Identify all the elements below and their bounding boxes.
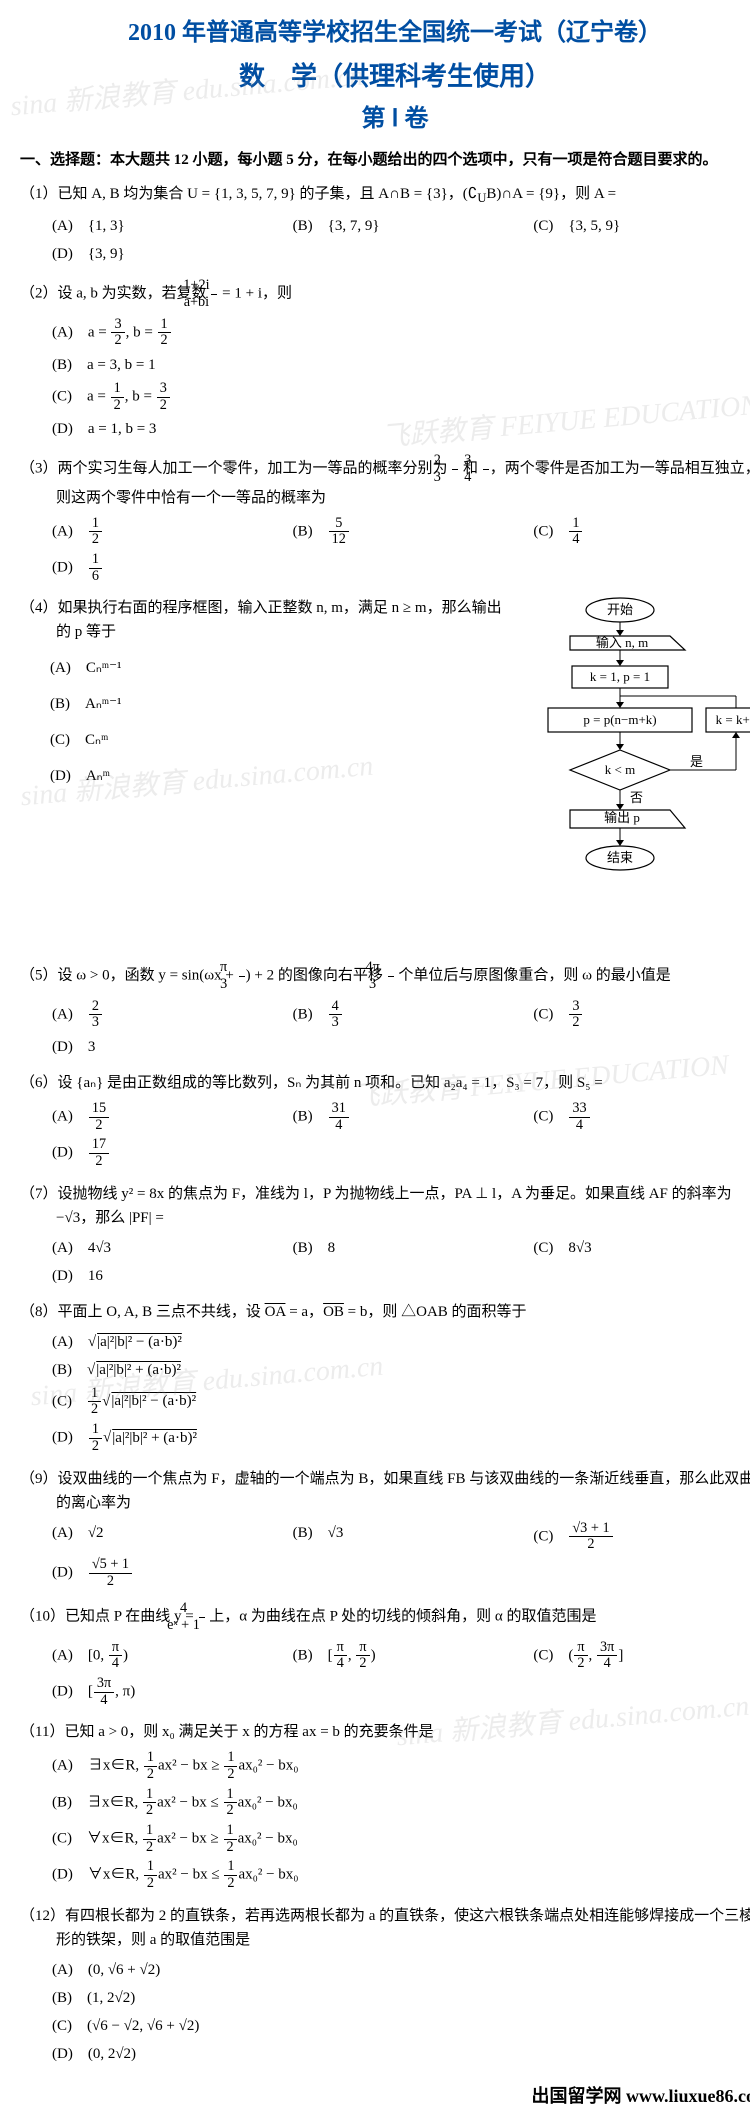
q12-opt-c: (C) (√6 − √2, √6 + √2) [48,2012,750,2040]
q3-opt-c: (C) 14 [529,514,750,550]
q10-opt-d: (D) [3π4, π) [48,1674,750,1710]
svg-text:开始: 开始 [607,602,633,617]
svg-text:是: 是 [690,754,703,769]
question-9: （9）设双曲线的一个焦点为 F，虚轴的一个端点为 B，如果直线 FB 与该双曲线… [20,1467,750,1592]
q1-opt-c: (C) {3, 5, 9} [529,212,750,240]
question-1: （1）已知 A, B 均为集合 U = {1, 3, 5, 7, 9} 的子集，… [20,182,750,268]
question-7: （7）设抛物线 y² = 8x 的焦点为 F，准线为 l，P 为抛物线上一点，P… [20,1182,750,1290]
exam-title-part: 第 Ⅰ 卷 [20,100,750,138]
q7-opt-c: (C) 8√3 [529,1234,750,1262]
question-5: （5）设 ω > 0，函数 y = sin(ωx + π3) + 2 的图像向右… [20,960,750,1061]
svg-text:输出 p: 输出 p [604,810,640,825]
q5-opt-a: (A) 23 [48,997,289,1033]
q2-stem: （2）设 a, b 为实数，若复数 1+2ia+bi = 1 + i，则 [20,278,750,310]
q12-opt-d: (D) (0, 2√2) [48,2040,750,2068]
q10-opt-b: (B) [π4, π2) [289,1638,530,1674]
q9-stem: （9）设双曲线的一个焦点为 F，虚轴的一个端点为 B，如果直线 FB 与该双曲线… [20,1467,750,1515]
q3-opt-a: (A) 12 [48,514,289,550]
q3-stem: （3）两个实习生每人加工一个零件，加工为一等品的概率分别为 23 和 34，两个… [20,453,750,509]
question-12: （12）有四根长都为 2 的直铁条，若再选两根长都为 a 的直铁条，使这六根铁条… [20,1904,750,2068]
q10-opt-c: (C) (π2, 3π4] [529,1638,750,1674]
q6-opt-d: (D) 172 [48,1135,750,1171]
question-3: （3）两个实习生每人加工一个零件，加工为一等品的概率分别为 23 和 34，两个… [20,453,750,586]
question-11: （11）已知 a > 0，则 x₀ 满足关于 x 的方程 ax = b 的充要条… [20,1720,750,1893]
q9-opt-a: (A) √2 [48,1519,289,1555]
q11-opt-b: (B) ∃x∈R, 12ax² − bx ≤ 12ax₀² − bx₀ [48,1785,750,1821]
q6-stem: （6）设 {aₙ} 是由正数组成的等比数列，Sₙ 为其前 n 项和。已知 a₂a… [20,1071,750,1095]
q1-stem: （1）已知 A, B 均为集合 U = {1, 3, 5, 7, 9} 的子集，… [20,182,750,208]
q7-opt-b: (B) 8 [289,1234,530,1262]
q8-opt-c: (C) 12√|a|²|b|² − (a·b)² [48,1384,750,1420]
flowchart: 开始 输入 n, m k = 1, p = 1 p = p(n−m+k) k =… [510,596,750,944]
q10-stem: （10）已知点 P 在曲线 y = 4eˣ + 1 上，α 为曲线在点 P 处的… [20,1601,750,1633]
q8-stem: （8）平面上 O, A, B 三点不共线，设 OA = a，OB = b，则 △… [20,1300,750,1324]
q2-opt-b: (B) a = 3, b = 1 [48,351,750,379]
q1-stem-a: （1）已知 A, B 均为集合 U = {1, 3, 5, 7, 9} 的子集，… [20,186,477,202]
q5-stem: （5）设 ω > 0，函数 y = sin(ωx + π3) + 2 的图像向右… [20,960,750,992]
q5-opt-d: (D) 3 [48,1033,750,1061]
question-10: （10）已知点 P 在曲线 y = 4eˣ + 1 上，α 为曲线在点 P 处的… [20,1601,750,1710]
exam-title-line2: 数 学（供理科考生使用） [20,56,750,98]
exam-title-line1: 2010 年普通高等学校招生全国统一考试（辽宁卷） [20,14,750,52]
svg-text:p = p(n−m+k): p = p(n−m+k) [583,712,656,727]
q12-opt-b: (B) (1, 2√2) [48,1984,750,2012]
q3-opt-d: (D) 16 [48,550,750,586]
q11-opt-a: (A) ∃x∈R, 12ax² − bx ≥ 12ax₀² − bx₀ [48,1748,750,1784]
q8-opt-b: (B) √|a|²|b|² + (a·b)² [48,1356,750,1384]
question-2: （2）设 a, b 为实数，若复数 1+2ia+bi = 1 + i，则 (A)… [20,278,750,443]
q5-opt-c: (C) 32 [529,997,750,1033]
q8-opt-a: (A) √|a|²|b|² − (a·b)² [48,1328,750,1356]
svg-text:结束: 结束 [607,850,633,865]
q12-stem: （12）有四根长都为 2 的直铁条，若再选两根长都为 a 的直铁条，使这六根铁条… [20,1904,750,1952]
q7-opt-d: (D) 16 [48,1262,750,1290]
q8-opt-d: (D) 12√|a|²|b|² + (a·b)² [48,1420,750,1456]
q1-stem-b: B)∩A = {9}，则 A = [486,186,616,202]
q2-opt-c: (C) a = 12, b = 32 [48,379,750,415]
svg-text:k < m: k < m [605,762,635,777]
q6-opt-b: (B) 314 [289,1099,530,1135]
question-4: 开始 输入 n, m k = 1, p = 1 p = p(n−m+k) k =… [20,596,750,950]
q6-opt-c: (C) 334 [529,1099,750,1135]
q1-opt-b: (B) {3, 7, 9} [289,212,530,240]
q2-fraction: 1+2ia+bi [211,278,217,310]
question-8: （8）平面上 O, A, B 三点不共线，设 OA = a，OB = b，则 △… [20,1300,750,1457]
q1-opt-d: (D) {3, 9} [48,240,750,268]
q2-stem-b: = 1 + i，则 [222,286,292,302]
q11-stem: （11）已知 a > 0，则 x₀ 满足关于 x 的方程 ax = b 的充要条… [20,1720,750,1744]
q11-opt-c: (C) ∀x∈R, 12ax² − bx ≥ 12ax₀² − bx₀ [48,1821,750,1857]
q6-opt-a: (A) 152 [48,1099,289,1135]
q7-stem: （7）设抛物线 y² = 8x 的焦点为 F，准线为 l，P 为抛物线上一点，P… [20,1182,750,1230]
q9-opt-c: (C) √3 + 12 [529,1519,750,1555]
q2-opt-a: (A) a = 32, b = 12 [48,315,750,351]
q2-opt-d: (D) a = 1, b = 3 [48,415,750,443]
q1-opt-a: (A) {1, 3} [48,212,289,240]
q9-opt-b: (B) √3 [289,1519,530,1555]
q9-opt-d: (D) √5 + 12 [48,1555,750,1591]
footer-source: 出国留学网 www.liuxue86.com [20,2082,750,2111]
svg-text:k = 1, p = 1: k = 1, p = 1 [590,669,650,684]
q11-opt-d: (D) ∀x∈R, 12ax² − bx ≤ 12ax₀² − bx₀ [48,1857,750,1893]
q5-opt-b: (B) 43 [289,997,530,1033]
svg-text:k = k+1: k = k+1 [716,712,750,727]
q2-stem-a: （2）设 a, b 为实数，若复数 [20,286,210,302]
q7-opt-a: (A) 4√3 [48,1234,289,1262]
section-1-heading: 一、选择题：本大题共 12 小题，每小题 5 分，在每小题给出的四个选项中，只有… [20,148,750,172]
svg-text:否: 否 [630,790,643,805]
question-6: （6）设 {aₙ} 是由正数组成的等比数列，Sₙ 为其前 n 项和。已知 a₂a… [20,1071,750,1172]
q10-opt-a: (A) [0, π4) [48,1638,289,1674]
q12-opt-a: (A) (0, √6 + √2) [48,1956,750,1984]
q3-opt-b: (B) 512 [289,514,530,550]
svg-text:输入 n, m: 输入 n, m [596,635,648,650]
